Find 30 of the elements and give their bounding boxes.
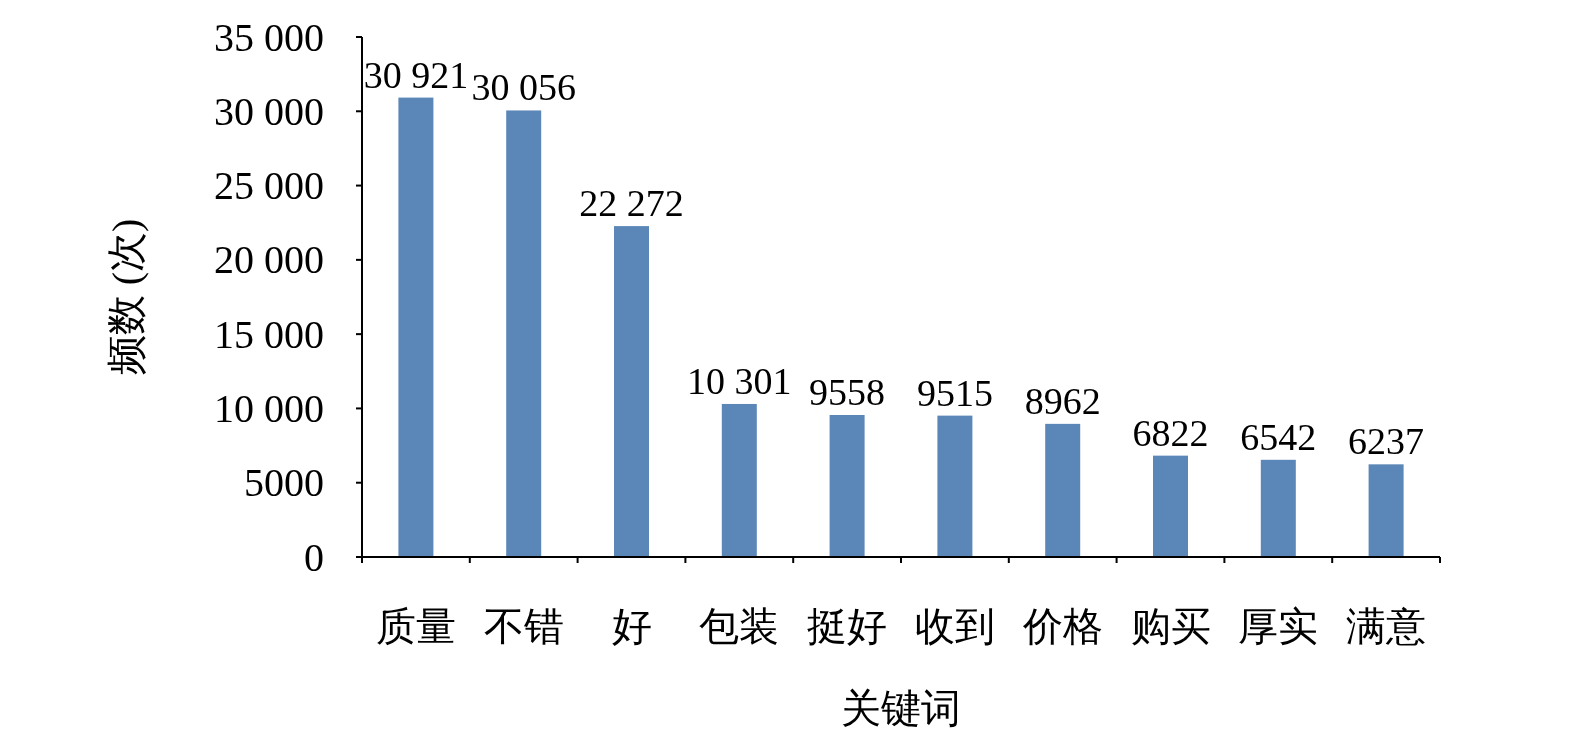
x-tick-label: 好 [611, 604, 652, 649]
x-axis-title: 关键词 [841, 686, 961, 731]
y-tick-label: 35 000 [214, 14, 324, 60]
data-label: 30 056 [471, 66, 576, 109]
x-tick-label: 包装 [699, 604, 780, 649]
data-label: 9558 [809, 371, 886, 413]
y-tick-label: 5000 [244, 460, 324, 506]
x-tick-label: 挺好 [807, 604, 888, 649]
x-tick-label: 购买 [1130, 604, 1211, 649]
y-tick-label: 10 000 [214, 385, 324, 431]
x-tick-label: 价格 [1021, 604, 1103, 649]
data-label: 9515 [916, 371, 993, 414]
y-tick-label: 15 000 [214, 311, 324, 357]
data-label: 30 921 [363, 53, 469, 96]
x-tick-label: 质量 [375, 604, 456, 649]
x-tick-label: 不错 [483, 604, 564, 649]
y-tick-label: 20 000 [214, 237, 324, 283]
x-tick-label: 厚实 [1238, 604, 1319, 649]
x-tick-label: 收到 [914, 604, 995, 649]
data-label: 10 301 [687, 359, 792, 402]
data-label: 6237 [1348, 420, 1425, 463]
y-tick-label: 30 000 [214, 88, 324, 134]
data-label: 6822 [1132, 411, 1209, 454]
data-label: 6542 [1240, 415, 1317, 458]
data-label: 22 272 [579, 182, 684, 225]
y-tick-label: 0 [304, 534, 324, 580]
y-tick-label: 25 000 [214, 163, 324, 209]
x-tick-label: 满意 [1346, 604, 1427, 649]
y-axis-title: 频数 (次) [104, 218, 149, 376]
data-label: 8962 [1024, 379, 1101, 422]
